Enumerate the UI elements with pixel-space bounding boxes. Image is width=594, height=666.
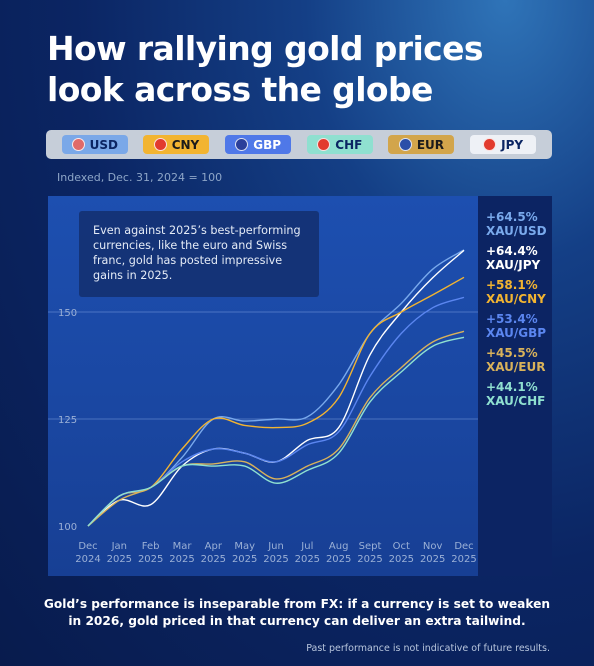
index-note: Indexed, Dec. 31, 2024 = 100 [57,171,223,184]
annotation-line: currencies, like the euro and Swiss [93,239,288,252]
series-line-xau-eur [87,330,465,527]
series-name-label: XAU/JPY [486,258,541,272]
series-name-label: XAU/CHF [486,394,546,408]
x-tick-year: 2024 [75,554,100,565]
x-tick-month: Nov [423,541,443,552]
legend-label: CNY [171,137,200,152]
series-change-label: +58.1% [486,278,538,292]
x-tick-year: 2025 [232,554,257,565]
series-name-label: XAU/USD [486,224,547,238]
x-tick-month: Mar [173,541,193,552]
chart-title: How rallying gold prices look across the… [47,28,567,110]
legend-chip-jpy: JPY [470,135,537,154]
x-tick-year: 2025 [326,554,351,565]
series-name-label: XAU/GBP [486,326,547,340]
y-tick-label: 125 [58,415,77,426]
series-change-label: +64.4% [486,244,538,258]
x-tick-year: 2025 [169,554,194,565]
series-line-xau-chf [87,336,465,527]
series-change-label: +45.5% [486,346,538,360]
y-tick-label: 150 [58,308,77,319]
footer-note: Gold’s performance is inseparable from F… [40,596,554,630]
x-tick-year: 2025 [201,554,226,565]
end-label-panel [478,196,552,576]
x-tick-month: Apr [205,541,223,552]
x-tick-year: 2025 [295,554,320,565]
x-tick-month: Sept [359,541,382,552]
currency-legend: USD CNY GBP CHF EUR JPY [46,130,552,159]
title-line-2: look across the globe [47,70,433,109]
x-tick-month: Jun [267,541,284,552]
title-line-1: How rallying gold prices [47,29,484,68]
y-tick-label: 100 [58,522,77,533]
series-change-label: +44.1% [486,380,538,394]
series-line-xau-gbp [87,296,465,527]
series-line-xau-jpy [87,249,465,527]
annotation-box: Even against 2025’s best-performing curr… [79,211,319,297]
series-name-label: XAU/CNY [486,292,546,306]
legend-chip-eur: EUR [388,135,455,154]
series-name-label: XAU/EUR [486,360,546,374]
series-change-label: +64.5% [486,210,538,224]
legend-label: USD [89,137,118,152]
series-change-label: +53.4% [486,312,538,326]
x-tick-month: Dec [454,541,473,552]
legend-chip-usd: USD [61,135,128,154]
uk-flag-icon [235,138,249,151]
legend-label: CHF [335,137,363,152]
x-tick-year: 2025 [389,554,414,565]
annotation-line: gains in 2025. [93,269,173,282]
x-tick-year: 2025 [107,554,132,565]
us-flag-icon [71,138,85,151]
x-tick-month: Feb [142,541,160,552]
swiss-flag-icon [317,138,331,151]
series-line-xau-usd [87,249,465,527]
x-tick-year: 2025 [263,554,288,565]
x-tick-month: Oct [393,541,410,552]
legend-chip-gbp: GBP [225,135,292,154]
series-line-xau-cny [87,276,465,527]
legend-chip-chf: CHF [306,135,373,154]
legend-label: GBP [253,137,282,152]
legend-chip-cny: CNY [143,135,210,154]
x-tick-month: Aug [329,541,349,552]
footer-line-1: Gold’s performance is inseparable from F… [43,597,551,611]
x-tick-month: Dec [78,541,97,552]
x-tick-month: Jul [300,541,313,552]
annotation-line: franc, gold has posted impressive [93,254,283,267]
x-tick-year: 2025 [138,554,163,565]
x-tick-month: May [234,541,255,552]
eu-flag-icon [398,138,412,151]
disclaimer: Past performance is not indicative of fu… [306,643,550,654]
legend-label: EUR [416,137,445,152]
annotation-line: Even against 2025’s best-performing [93,224,301,237]
x-tick-month: Jan [111,541,127,552]
x-tick-year: 2025 [451,554,476,565]
footer-line-2: in 2026, gold priced in that currency ca… [68,614,526,628]
china-flag-icon [153,138,167,151]
japan-flag-icon [483,138,497,151]
legend-label: JPY [501,137,524,152]
x-tick-year: 2025 [420,554,445,565]
x-tick-year: 2025 [357,554,382,565]
